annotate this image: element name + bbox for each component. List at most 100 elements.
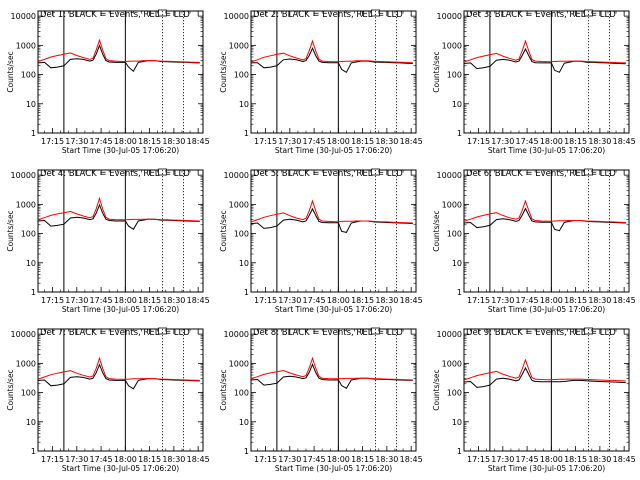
detector-panel-3: Det 3: BLACK = Events, RED = LLD 1 10 100 10… <box>432 9 636 155</box>
panel-title: Det 1: BLACK = Events, RED = LLD <box>40 10 190 20</box>
x-tick-label: 17:45 <box>303 455 326 464</box>
lld-series-line <box>463 358 626 382</box>
y-tick-label: 10000 <box>11 171 36 180</box>
events-series-line <box>37 203 200 231</box>
events-series-line <box>463 47 626 73</box>
y-tick-label: 10000 <box>224 330 249 339</box>
y-tick-label: 10000 <box>11 12 36 21</box>
y-tick-label: 1000 <box>16 200 36 209</box>
x-axis-label: Start Time (30-Jul-05 17:06:20) <box>62 305 179 314</box>
y-axis-label: Counts/sec <box>432 51 441 92</box>
x-tick-label: 18:00 <box>327 296 350 305</box>
x-tick-label: 17:45 <box>90 137 113 146</box>
x-tick-label: 18:30 <box>162 296 185 305</box>
x-tick-label: 17:30 <box>491 296 514 305</box>
x-axis-label: Start Time (30-Jul-05 17:06:20) <box>62 146 179 155</box>
lld-series-line <box>37 38 200 63</box>
y-tick-label: 10000 <box>437 330 462 339</box>
x-tick-label: 18:30 <box>588 137 611 146</box>
panel-title: Det 7: BLACK = Events, RED = LLD <box>40 328 190 338</box>
y-tick-label: 10 <box>239 418 249 427</box>
y-tick-label: 10000 <box>437 171 462 180</box>
y-tick-label: 10 <box>452 259 462 268</box>
x-tick-label: 18:15 <box>138 296 161 305</box>
y-axis-label: Counts/sec <box>6 210 15 251</box>
x-tick-label: 17:30 <box>65 296 88 305</box>
y-tick-label: 1 <box>244 447 249 456</box>
y-axis-label: Counts/sec <box>6 369 15 410</box>
plot-frame <box>250 328 417 452</box>
events-series-line <box>250 46 413 74</box>
x-tick-label: 17:45 <box>516 296 539 305</box>
x-axis-label: Start Time (30-Jul-05 17:06:20) <box>488 464 605 473</box>
x-tick-label: 18:45 <box>400 296 423 305</box>
events-series-line <box>463 366 626 388</box>
y-tick-label: 10 <box>239 259 249 268</box>
y-tick-label: 1 <box>31 129 36 138</box>
y-tick-label: 100 <box>21 389 36 398</box>
plot-frame <box>250 10 417 134</box>
y-tick-label: 10 <box>452 418 462 427</box>
events-series-line <box>250 363 413 389</box>
lld-series-line <box>250 199 413 224</box>
x-tick-label: 18:15 <box>564 137 587 146</box>
x-tick-label: 17:45 <box>90 296 113 305</box>
y-tick-label: 100 <box>234 389 249 398</box>
detector-panel-6: Det 6: BLACK = Events, RED = LLD 1 10 100 10… <box>432 168 636 314</box>
y-tick-label: 100 <box>447 389 462 398</box>
x-tick-label: 17:30 <box>278 296 301 305</box>
x-tick-label: 18:00 <box>114 296 137 305</box>
marker-box <box>158 9 167 17</box>
y-axis-label: Counts/sec <box>219 51 228 92</box>
x-tick-label: 17:15 <box>254 137 277 146</box>
y-tick-label: 10 <box>239 100 249 109</box>
detector-panel-2: Det 2: BLACK = Events, RED = LLD 1 10 100 10… <box>219 9 423 155</box>
y-tick-label: 10000 <box>11 330 36 339</box>
plot-frame <box>463 169 630 293</box>
panel-title: Det 6: BLACK = Events, RED = LLD <box>466 169 616 179</box>
y-tick-label: 1 <box>457 288 462 297</box>
x-tick-label: 18:30 <box>588 455 611 464</box>
lld-series-line <box>250 39 413 64</box>
x-tick-label: 18:45 <box>187 137 210 146</box>
y-tick-label: 1000 <box>442 359 462 368</box>
x-tick-label: 17:30 <box>491 137 514 146</box>
y-tick-label: 1000 <box>229 41 249 50</box>
y-tick-label: 10 <box>26 259 36 268</box>
plot-frame <box>37 328 204 452</box>
detector-panel-5: Det 5: BLACK = Events, RED = LLD 1 10 100 10… <box>219 168 423 314</box>
plot-frame <box>250 169 417 293</box>
x-tick-label: 18:00 <box>114 137 137 146</box>
x-tick-label: 18:30 <box>162 455 185 464</box>
marker-box <box>371 327 380 335</box>
x-tick-label: 17:15 <box>41 455 64 464</box>
y-tick-label: 1000 <box>229 200 249 209</box>
x-tick-label: 17:45 <box>303 296 326 305</box>
marker-box <box>158 168 167 176</box>
y-tick-label: 100 <box>21 71 36 80</box>
marker-box <box>371 168 380 176</box>
x-tick-label: 18:30 <box>375 455 398 464</box>
x-tick-label: 17:15 <box>467 296 490 305</box>
x-tick-label: 17:45 <box>516 455 539 464</box>
x-tick-label: 18:15 <box>351 137 374 146</box>
events-series-line <box>37 363 200 390</box>
x-tick-label: 18:00 <box>540 455 563 464</box>
y-tick-label: 1000 <box>229 359 249 368</box>
plot-frame <box>463 10 630 134</box>
panel-title: Det 3: BLACK = Events, RED = LLD <box>466 10 616 20</box>
plot-frame <box>37 169 204 293</box>
panel-title: Det 9: BLACK = Events, RED = LLD <box>466 328 616 338</box>
y-tick-label: 1 <box>31 288 36 297</box>
marker-box <box>158 327 167 335</box>
lld-series-line <box>463 199 626 223</box>
x-tick-label: 17:30 <box>65 455 88 464</box>
y-axis-label: Counts/sec <box>6 51 15 92</box>
x-tick-label: 17:45 <box>303 137 326 146</box>
detector-panel-9: Det 9: BLACK = Events, RED = LLD 1 10 100 10… <box>432 327 636 473</box>
x-tick-label: 18:00 <box>114 455 137 464</box>
x-tick-label: 18:45 <box>613 137 636 146</box>
x-tick-label: 18:45 <box>613 296 636 305</box>
y-tick-label: 1000 <box>442 200 462 209</box>
